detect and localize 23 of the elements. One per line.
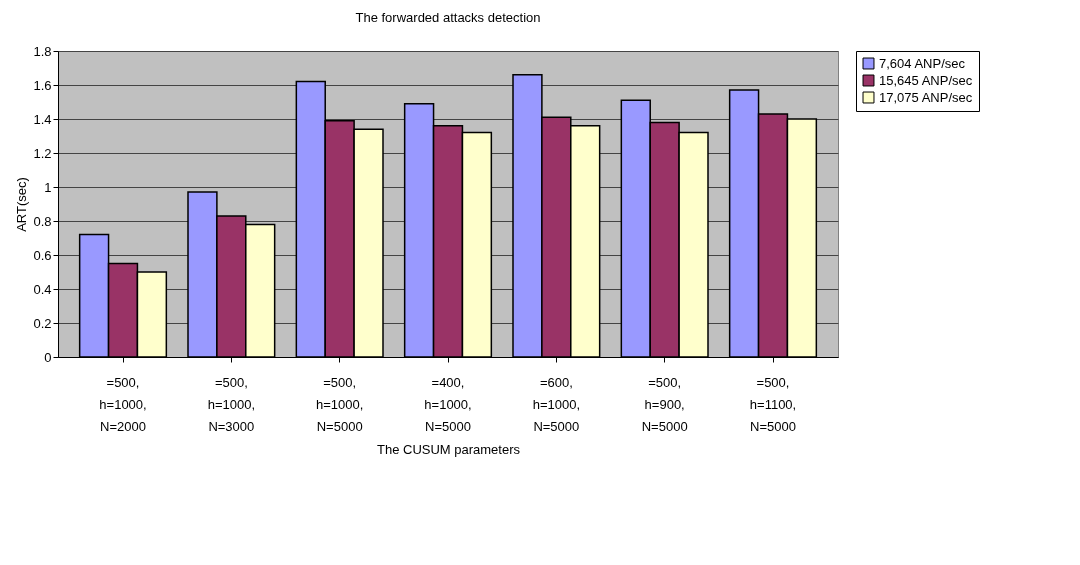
y-tick-label: 1.6: [33, 77, 52, 93]
y-tick-label: 0.8: [33, 213, 52, 229]
legend-label: 17,075 ANP/sec: [879, 89, 973, 105]
y-tick-label: 1.4: [33, 111, 52, 127]
y-axis-title: ART(sec): [14, 177, 30, 232]
chart-title: The forwarded attacks detection: [355, 10, 541, 25]
x-tick-label: =500, h=1100, N=5000: [749, 374, 797, 434]
y-tick-label: 1: [44, 179, 52, 195]
x-tick-label: =500, h=1000, N=3000: [207, 374, 256, 434]
y-tick-label: 0: [44, 349, 52, 365]
y-tick-label: 0.2: [33, 315, 52, 331]
y-tick-label: 0.4: [33, 281, 52, 297]
x-tick-label: =500, h=1000, N=5000: [315, 374, 364, 434]
y-tick-label: 0.6: [33, 247, 52, 263]
x-tick-label: =500, h=900, N=5000: [641, 374, 688, 434]
y-tick-label: 1.8: [33, 43, 52, 59]
legend-label: 7,604 ANP/sec: [879, 55, 966, 71]
y-tick-label: 1.2: [33, 145, 52, 161]
x-tick-label: =400, h=1000, N=5000: [424, 374, 472, 434]
x-axis-title: The CUSUM parameters: [376, 441, 521, 457]
legend-label: 15,645 ANP/sec: [879, 72, 973, 88]
x-tick-label: =500, h=1000, N=2000: [99, 374, 147, 434]
x-tick-label: =600, h=1000, N=5000: [532, 374, 581, 434]
